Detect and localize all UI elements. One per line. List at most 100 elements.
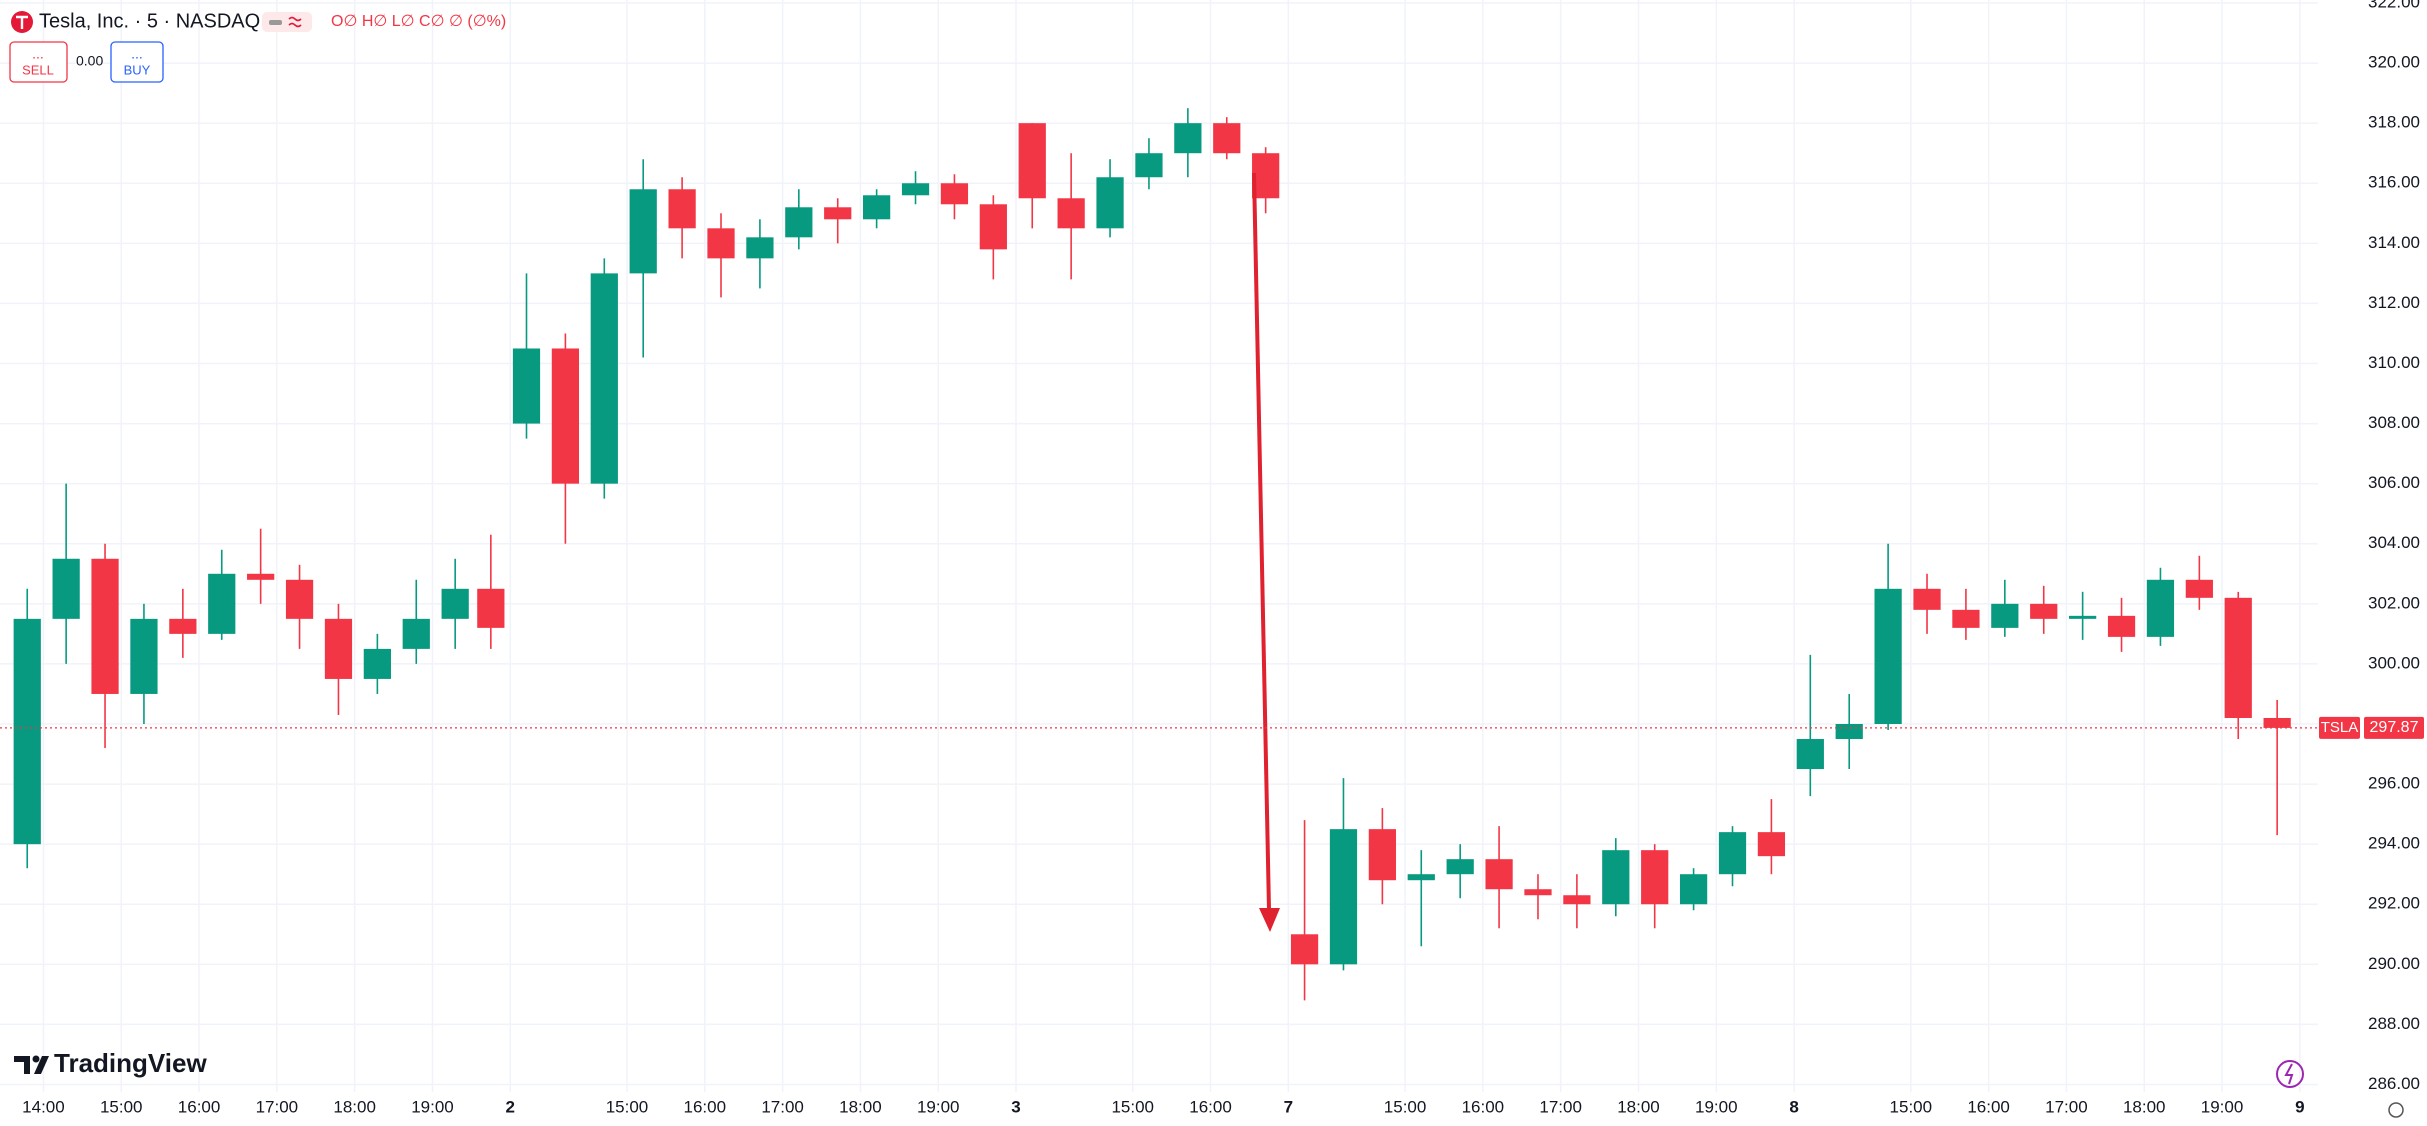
y-tick-label: 318.00 <box>2368 113 2420 132</box>
candle-body <box>901 183 930 196</box>
candle-body <box>52 558 80 619</box>
candles <box>13 108 2291 1001</box>
x-tick-label: 17:00 <box>761 1097 804 1116</box>
legend-header: Tesla, Inc. · 5 · NASDAQ O∅ H∅ L∅ C∅ ∅ (… <box>9 10 506 83</box>
candle-body <box>1679 874 1708 905</box>
y-tick-label: 286.00 <box>2368 1074 2420 1093</box>
y-tick-label: 288.00 <box>2368 1014 2420 1033</box>
candle-body <box>363 648 391 679</box>
candle-body <box>402 618 430 649</box>
x-tick-label: 16:00 <box>178 1097 221 1116</box>
candle-body <box>512 348 541 424</box>
candle-body <box>1718 832 1747 875</box>
y-tick-label: 322.00 <box>2368 0 2420 11</box>
y-tick-label: 300.00 <box>2368 653 2420 672</box>
symbol-tag <box>2319 716 2360 739</box>
candle-body <box>91 558 119 694</box>
candle-body <box>2263 717 2291 728</box>
symbol-tag-text: TSLA <box>2321 719 2359 736</box>
candle-body <box>2224 597 2252 718</box>
grid <box>0 0 2318 1092</box>
y-tick-label: 308.00 <box>2368 413 2420 432</box>
y-tick-label: 316.00 <box>2368 173 2420 192</box>
symbol-title[interactable]: Tesla, Inc. · 5 · NASDAQ <box>39 10 260 32</box>
candle-body <box>1641 850 1669 905</box>
y-tick-label: 292.00 <box>2368 894 2420 913</box>
x-tick-label: 9 <box>2295 1097 2304 1116</box>
candle-body <box>1874 588 1902 724</box>
candle-body <box>285 579 314 619</box>
candle-body <box>746 237 774 259</box>
candle-body <box>1290 934 1319 965</box>
annotation-arrow <box>1252 172 1280 932</box>
candle-body <box>1796 739 1824 770</box>
brand-name: TradingView <box>54 1048 207 1078</box>
x-tick-label: 2 <box>506 1097 515 1116</box>
y-tick-label: 296.00 <box>2368 774 2420 793</box>
sell-price: ... <box>32 46 44 62</box>
corner-icons <box>2276 1060 2404 1118</box>
x-tick-label: 16:00 <box>1462 1097 1505 1116</box>
candle-body <box>863 195 891 220</box>
candle-body <box>2107 615 2136 637</box>
ohlc: O∅ H∅ L∅ C∅ ∅ (∅%) <box>331 13 506 30</box>
x-tick-label: 19:00 <box>2201 1097 2244 1116</box>
candle-body <box>1913 588 1941 610</box>
x-tick-label: 15:00 <box>1384 1097 1427 1116</box>
candle-body <box>441 588 469 619</box>
x-tick-label: 16:00 <box>1967 1097 2010 1116</box>
y-tick-label: 312.00 <box>2368 293 2420 312</box>
candle-body <box>785 207 813 238</box>
candle-body <box>1602 850 1630 905</box>
sell-button[interactable] <box>9 41 68 83</box>
candle-body <box>2185 579 2213 598</box>
candle-body <box>13 618 41 845</box>
x-tick-label: 17:00 <box>1539 1097 1582 1116</box>
candle-body <box>477 588 505 628</box>
y-tick-label: 290.00 <box>2368 954 2420 973</box>
x-tick-label: 18:00 <box>839 1097 882 1116</box>
y-tick-label: 302.00 <box>2368 593 2420 612</box>
y-tick-label: 294.00 <box>2368 834 2420 853</box>
candle-body <box>169 618 197 634</box>
candle-body <box>1563 895 1591 905</box>
x-tick-label: 15:00 <box>1111 1097 1154 1116</box>
candle-body <box>1446 859 1474 875</box>
y-tick-label: 314.00 <box>2368 233 2420 252</box>
candle-body <box>2146 579 2175 637</box>
x-tick-label: 18:00 <box>333 1097 376 1116</box>
price-tag-text: 297.87 <box>2370 719 2419 736</box>
x-tick-label: 14:00 <box>22 1097 65 1116</box>
candle-body <box>1096 177 1124 229</box>
candle-body <box>247 573 275 580</box>
x-tick-label: 19:00 <box>917 1097 960 1116</box>
candle-body <box>1952 609 1980 628</box>
candle-body <box>324 618 353 679</box>
buy-price: ... <box>131 46 143 62</box>
candle-body <box>1835 723 1863 740</box>
x-tick-label: 3 <box>1011 1097 1020 1116</box>
buy-button[interactable] <box>110 41 164 83</box>
candle-body <box>979 204 1007 250</box>
candle-body <box>1252 153 1280 199</box>
candle-body <box>208 573 236 634</box>
y-tick-label: 310.00 <box>2368 353 2420 372</box>
buy-label: BUY <box>124 62 151 77</box>
y-tick-label: 304.00 <box>2368 533 2420 552</box>
x-tick-label: 15:00 <box>100 1097 143 1116</box>
candle-body <box>1174 123 1202 154</box>
x-tick-label: 19:00 <box>1695 1097 1738 1116</box>
candle-body <box>590 273 618 484</box>
candle-body <box>1524 889 1552 896</box>
x-tick-label: 17:00 <box>256 1097 299 1116</box>
x-tick-label: 18:00 <box>2123 1097 2166 1116</box>
candle-body <box>668 189 696 229</box>
candle-body <box>130 618 158 694</box>
candle-body <box>629 189 657 274</box>
candle-body <box>1757 832 1786 857</box>
x-tick-label: 16:00 <box>1189 1097 1232 1116</box>
candle-body <box>1991 603 2019 628</box>
y-tick-label: 306.00 <box>2368 473 2420 492</box>
